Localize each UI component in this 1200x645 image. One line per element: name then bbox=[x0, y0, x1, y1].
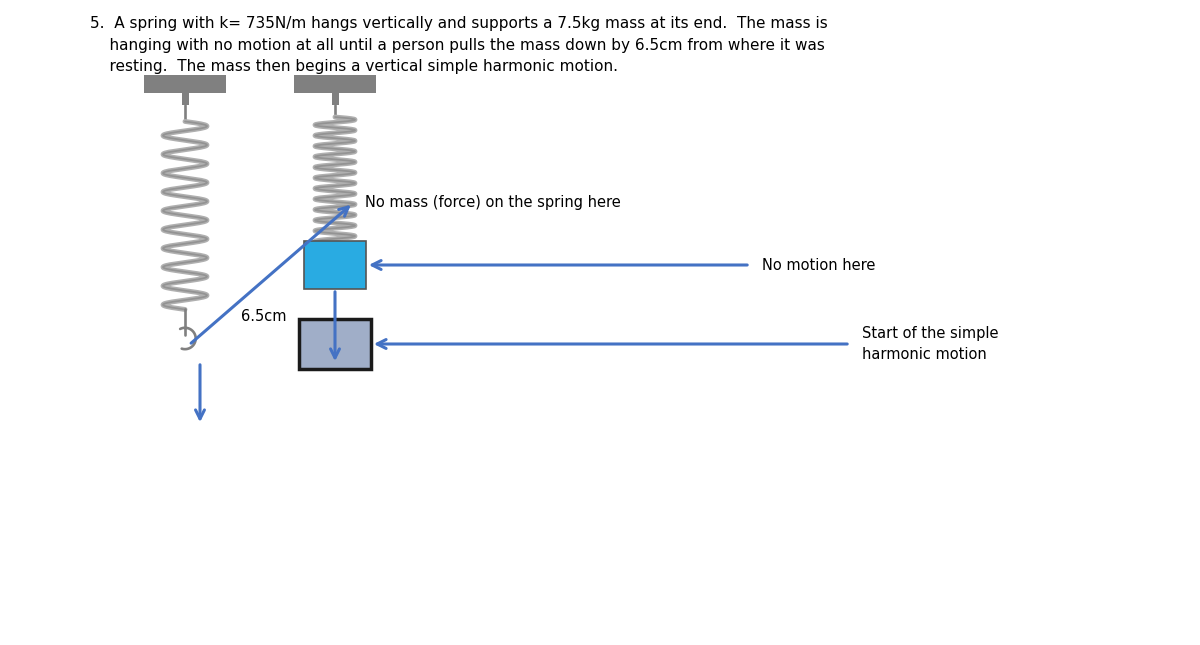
Bar bbox=[299, 319, 371, 369]
Text: 6.5cm: 6.5cm bbox=[241, 309, 287, 324]
Bar bbox=[144, 75, 226, 93]
Bar bbox=[181, 91, 188, 105]
Bar bbox=[294, 75, 376, 93]
Bar bbox=[304, 241, 366, 289]
Text: No mass (force) on the spring here: No mass (force) on the spring here bbox=[365, 195, 620, 210]
Text: 5.  A spring with k= 735N/m hangs vertically and supports a 7.5kg mass at its en: 5. A spring with k= 735N/m hangs vertica… bbox=[90, 16, 828, 74]
Text: No motion here: No motion here bbox=[762, 257, 875, 272]
Bar bbox=[331, 91, 338, 105]
Text: Start of the simple
harmonic motion: Start of the simple harmonic motion bbox=[862, 326, 998, 362]
